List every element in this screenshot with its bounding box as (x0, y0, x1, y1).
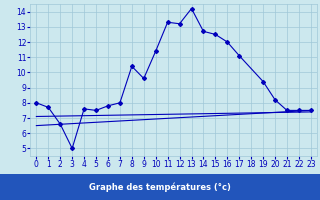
Text: Graphe des températures (°c): Graphe des températures (°c) (89, 182, 231, 192)
